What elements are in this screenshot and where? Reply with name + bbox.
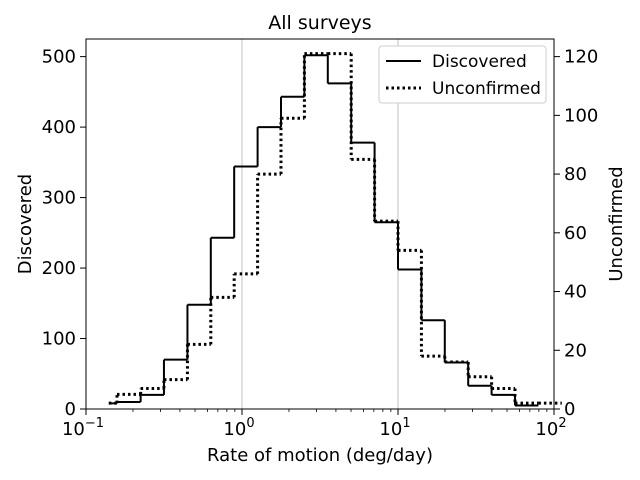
grid-lines <box>241 39 399 409</box>
left-tick-label-5: 500 <box>42 47 76 68</box>
right-tick-label-4: 80 <box>564 164 587 185</box>
series-unconfirmed <box>108 52 562 405</box>
left-y-axis: 0 100 200 300 400 500 <box>42 47 86 420</box>
right-tick-label-5: 100 <box>564 105 598 126</box>
right-tick-label-3: 60 <box>564 223 587 244</box>
left-tick-label-0: 0 <box>65 399 76 420</box>
right-axis-title: Unconfirmed <box>606 166 627 281</box>
left-tick-label-3: 300 <box>42 188 76 209</box>
data-series <box>108 52 562 407</box>
x-tick-label-2: 101 <box>379 416 410 440</box>
x-tick-label-1: 100 <box>223 416 254 440</box>
right-tick-label-2: 40 <box>564 282 587 303</box>
right-tick-label-0: 0 <box>564 399 575 420</box>
x-tick-label-0: 10−1 <box>62 416 104 440</box>
left-axis-title: Discovered <box>15 174 36 274</box>
legend-label-unconfirmed: Unconfirmed <box>432 79 541 99</box>
right-y-axis: 0 20 40 60 80 100 120 <box>554 47 598 420</box>
x-axis: 10−1 100 101 102 <box>62 409 567 440</box>
legend-label-discovered: Discovered <box>432 52 527 72</box>
legend: Discovered Unconfirmed <box>378 45 547 104</box>
plot-frame <box>85 38 555 410</box>
left-tick-label-2: 200 <box>42 258 76 279</box>
x-tick-label-3: 102 <box>535 416 566 440</box>
x-axis-title: Rate of motion (deg/day) <box>207 445 433 466</box>
right-tick-label-6: 120 <box>564 47 598 68</box>
left-tick-label-4: 400 <box>42 117 76 138</box>
series-discovered <box>108 54 539 407</box>
left-tick-label-1: 100 <box>42 329 76 350</box>
right-tick-label-1: 20 <box>564 340 587 361</box>
chart-title: All surveys <box>268 12 371 34</box>
